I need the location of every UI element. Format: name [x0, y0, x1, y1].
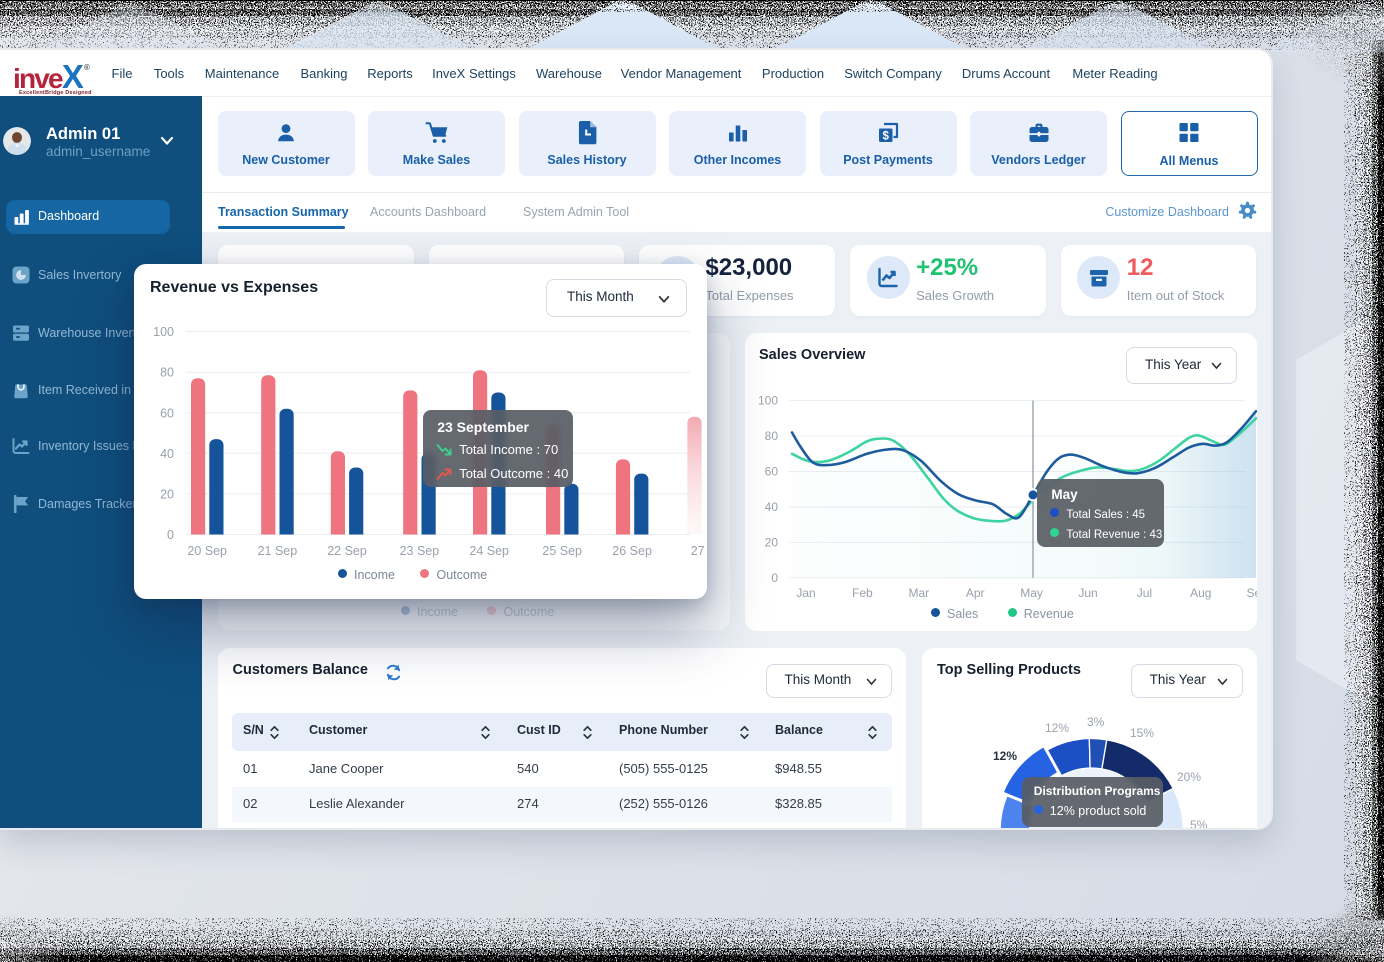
- svg-text:Jul: Jul: [1137, 586, 1152, 600]
- svg-text:Aug: Aug: [1190, 586, 1211, 600]
- svg-text:Sep: Sep: [1247, 586, 1257, 600]
- svg-text:Mar: Mar: [908, 586, 929, 600]
- svg-text:60: 60: [160, 406, 174, 420]
- svg-text:22 Sep: 22 Sep: [327, 544, 367, 558]
- svg-text:Feb: Feb: [852, 586, 873, 600]
- svg-text:Apr: Apr: [966, 586, 985, 600]
- svg-text:80: 80: [765, 429, 779, 443]
- svg-text:80: 80: [160, 366, 174, 380]
- svg-text:100: 100: [153, 325, 174, 339]
- svg-text:0: 0: [167, 528, 174, 542]
- svg-text:Jan: Jan: [796, 586, 815, 600]
- svg-text:20: 20: [160, 487, 174, 501]
- svg-text:25 Sep: 25 Sep: [542, 544, 582, 558]
- svg-text:40: 40: [765, 500, 779, 514]
- svg-text:May: May: [1020, 586, 1043, 600]
- svg-text:0: 0: [771, 571, 778, 585]
- svg-text:26 Sep: 26 Sep: [612, 544, 652, 558]
- svg-text:20: 20: [765, 535, 779, 549]
- svg-text:24 Sep: 24 Sep: [469, 544, 509, 558]
- svg-text:21 Sep: 21 Sep: [258, 544, 298, 558]
- svg-text:23 Sep: 23 Sep: [400, 544, 440, 558]
- svg-text:40: 40: [160, 447, 174, 461]
- svg-text:$: $: [882, 131, 889, 143]
- svg-text:20 Sep: 20 Sep: [187, 544, 227, 558]
- svg-text:100: 100: [758, 394, 778, 408]
- svg-text:Jun: Jun: [1078, 586, 1097, 600]
- svg-text:27 S: 27 S: [691, 544, 707, 558]
- svg-text:60: 60: [765, 465, 779, 479]
